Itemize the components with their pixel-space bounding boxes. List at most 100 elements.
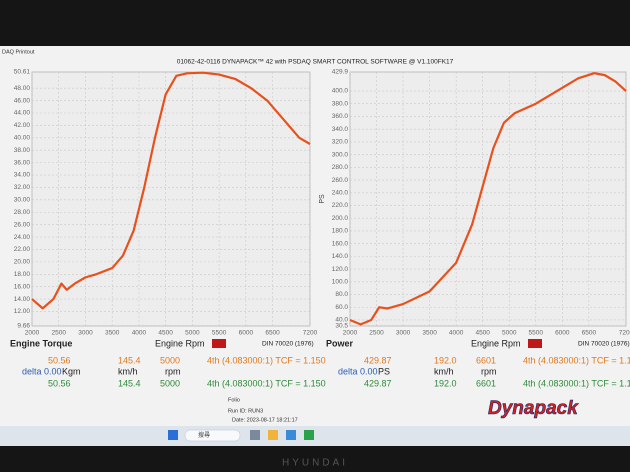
window-title: DAQ Printout xyxy=(2,49,35,55)
x-tick-label: 7200 xyxy=(303,330,318,337)
y-tick-label: 280.0 xyxy=(332,164,349,171)
x-tick-label: 6000 xyxy=(239,330,254,337)
y-tick-label: 30.00 xyxy=(14,197,31,204)
y-tick-label: 300.0 xyxy=(332,151,349,158)
search-box[interactable] xyxy=(184,429,241,442)
y-tick-label: 36.00 xyxy=(14,159,31,166)
taskbar-icon[interactable] xyxy=(286,430,296,440)
y-tick-label: 42.00 xyxy=(14,122,31,129)
readout-value: 429.87 xyxy=(364,378,392,388)
y-tick-label: 50.61 xyxy=(14,69,31,76)
y-tick-label: 100.0 xyxy=(332,279,349,286)
logo: Dynapack xyxy=(488,398,579,419)
y-tick-label: 22.00 xyxy=(14,246,31,253)
y-tick-label: 200.0 xyxy=(332,215,349,222)
x-tick-label: 2500 xyxy=(51,330,66,337)
y-tick-label: 34.00 xyxy=(14,172,31,179)
x-tick-label: 6500 xyxy=(582,330,597,337)
y-tick-label: 16.00 xyxy=(14,283,31,290)
y-tick-label: 40.00 xyxy=(14,135,31,142)
y-tick-label: 40.0 xyxy=(335,317,348,324)
x-tick-label: 5500 xyxy=(212,330,227,337)
y-axis-title: PS xyxy=(319,194,326,204)
x-tick-label: 3500 xyxy=(105,330,120,337)
delta: delta 0.00 xyxy=(22,366,62,376)
readout-value: 4th (4.083000:1) TCF = 1.150 xyxy=(207,378,326,388)
standard: DIN 70020 (1976) xyxy=(578,341,630,348)
delta: delta 0.00 xyxy=(338,366,378,376)
y-tick-label: 120.0 xyxy=(332,266,349,273)
folio: Folio xyxy=(228,397,240,403)
readout-value: 6601 xyxy=(476,355,496,365)
y-tick-label: 180.0 xyxy=(332,228,349,235)
y-tick-label: 340.0 xyxy=(332,126,349,133)
x-tick-label: 4000 xyxy=(132,330,147,337)
y-tick-label: 260.0 xyxy=(332,177,349,184)
run-id: Run ID: RUN3 xyxy=(228,408,263,414)
readout-panel: Engine Torque Engine Rpm DIN 70020 (1976) 5… xyxy=(10,338,630,388)
rpm-label: Engine Rpm xyxy=(155,338,205,348)
y-tick-label: 429.9 xyxy=(332,69,349,76)
y-tick-label: 12.00 xyxy=(14,308,31,315)
readout-value: 192.0 xyxy=(434,355,457,365)
data-line xyxy=(349,72,627,326)
x-tick-label: 5000 xyxy=(185,330,200,337)
unit-label: rpm xyxy=(165,366,181,376)
readout-title: Power xyxy=(326,338,354,348)
y-tick-label: 14.00 xyxy=(14,296,31,303)
readout-value: 5000 xyxy=(160,378,180,388)
readout-value: 5000 xyxy=(160,355,180,365)
y-tick-label: 24.00 xyxy=(14,234,31,241)
taskbar-icon[interactable] xyxy=(268,430,278,440)
readout-value: 6601 xyxy=(476,378,496,388)
y-tick-label: 320.0 xyxy=(332,139,349,146)
x-tick-label: 3000 xyxy=(78,330,93,337)
y-tick-label: 30.5 xyxy=(335,323,348,330)
x-tick-label: 4000 xyxy=(449,330,464,337)
x-tick-label: 6000 xyxy=(555,330,570,337)
y-tick-label: 18.00 xyxy=(14,271,31,278)
start-button[interactable] xyxy=(168,430,178,440)
search-text: 搜尋 xyxy=(198,431,210,439)
taskbar xyxy=(0,426,630,446)
readout-value: 4th (4.083000:1) TCF = 1.150 xyxy=(523,378,630,388)
x-tick-label: 4500 xyxy=(158,330,173,337)
y-tick-label: 20.00 xyxy=(14,259,31,266)
standard: DIN 70020 (1976) xyxy=(262,341,314,348)
run-date: Date: 2023-08-17 18:21:17 xyxy=(232,417,298,423)
x-tick-label: 2000 xyxy=(25,330,40,337)
taskbar-icon[interactable] xyxy=(304,430,314,440)
readout-value: 145.4 xyxy=(118,355,141,365)
chart: 9.66 12.00 14.00 16.00 18.00 20.00 22.00 24.00 2… xyxy=(14,69,318,337)
unit-label: Kgm xyxy=(62,366,81,376)
y-tick-label: 46.00 xyxy=(14,97,31,104)
chart: 30.540.0 60.0 80.0 100.0 120.0 140.0 160.0 180.… xyxy=(319,69,630,337)
y-tick-label: 220.0 xyxy=(332,202,349,209)
taskbar-icon[interactable] xyxy=(250,430,260,440)
rpm-selector[interactable] xyxy=(212,339,226,348)
x-tick-label: 5000 xyxy=(502,330,517,337)
x-tick-label: 7200 xyxy=(619,330,630,337)
y-tick-label: 80.0 xyxy=(335,291,348,298)
x-tick-label: 2000 xyxy=(343,330,358,337)
x-tick-label: 6500 xyxy=(265,330,280,337)
x-tick-label: 3000 xyxy=(396,330,411,337)
readout-value: 145.4 xyxy=(118,378,141,388)
y-tick-label: 160.0 xyxy=(332,240,349,247)
y-tick-label: 140.0 xyxy=(332,253,349,260)
x-tick-label: 3500 xyxy=(422,330,437,337)
y-tick-label: 380.0 xyxy=(332,100,349,107)
monitor-brand: HYUNDAI xyxy=(282,458,348,469)
y-tick-label: 32.00 xyxy=(14,184,31,191)
x-tick-label: 4500 xyxy=(475,330,490,337)
y-tick-label: 9.66 xyxy=(17,323,30,330)
x-tick-label: 5500 xyxy=(529,330,544,337)
rpm-selector[interactable] xyxy=(528,339,542,348)
y-tick-label: 26.00 xyxy=(14,221,31,228)
unit-label: PS xyxy=(378,366,390,376)
x-tick-label: 2500 xyxy=(369,330,384,337)
rpm-label: Engine Rpm xyxy=(471,338,521,348)
y-tick-label: 60.0 xyxy=(335,304,348,311)
